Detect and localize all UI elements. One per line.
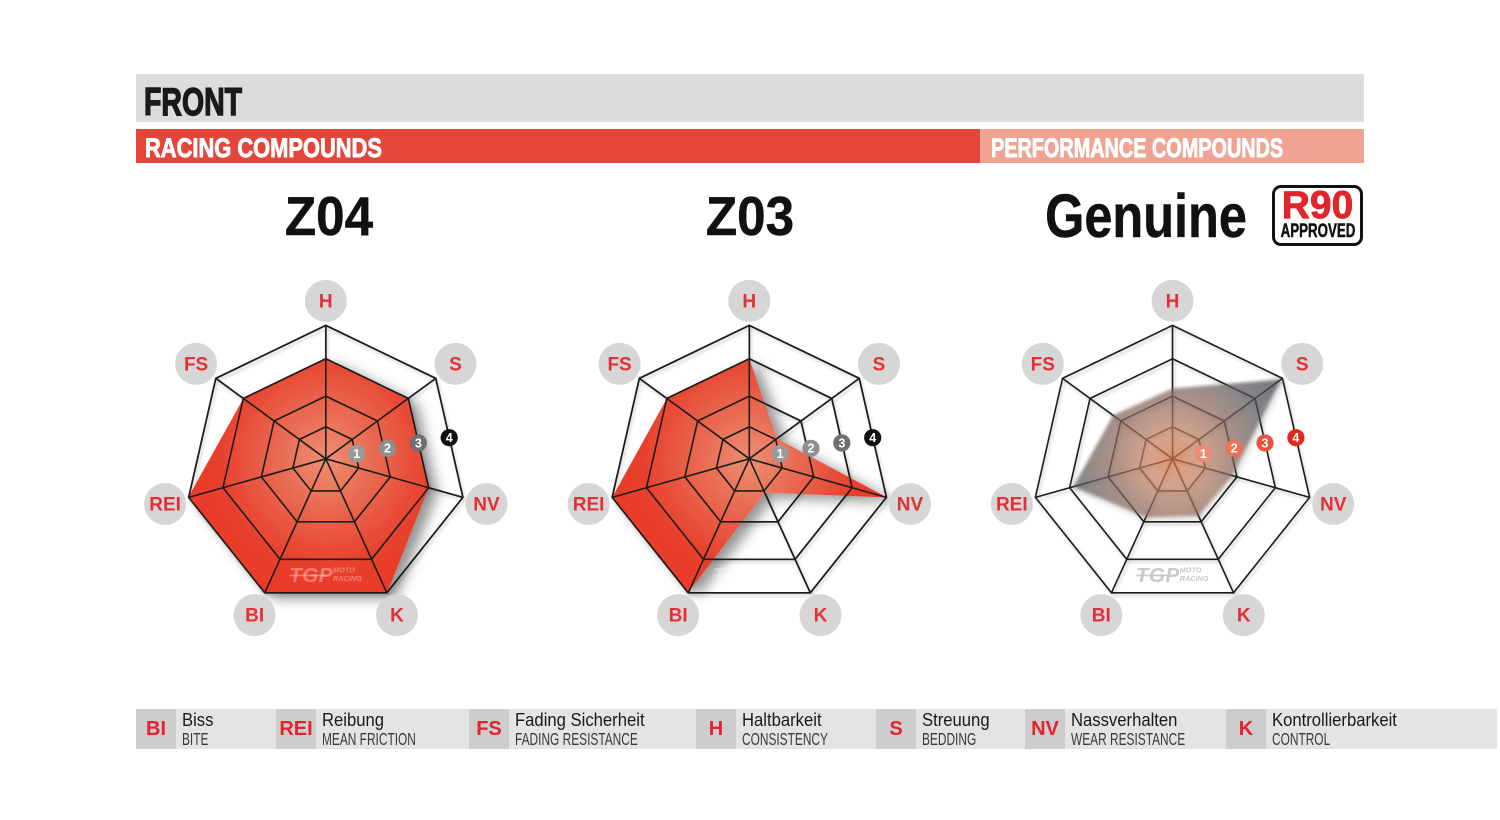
svg-text:S: S — [873, 355, 886, 376]
svg-text:BI: BI — [245, 606, 264, 627]
svg-text:H: H — [742, 292, 756, 313]
svg-text:REI: REI — [573, 495, 605, 516]
svg-text:K: K — [1237, 606, 1251, 627]
svg-text:FS: FS — [607, 355, 631, 376]
svg-text:BI: BI — [1092, 606, 1111, 627]
svg-text:FS: FS — [1031, 355, 1055, 376]
svg-text:REI: REI — [149, 495, 181, 516]
svg-text:H: H — [319, 292, 333, 313]
svg-text:NV: NV — [473, 495, 500, 516]
svg-text:TGP: TGP — [289, 564, 333, 587]
svg-text:2: 2 — [808, 442, 815, 456]
svg-text:RACING: RACING — [333, 574, 362, 583]
svg-text:1: 1 — [777, 447, 784, 461]
svg-text:4: 4 — [869, 431, 876, 445]
svg-text:4: 4 — [446, 431, 453, 445]
svg-text:S: S — [1296, 355, 1309, 376]
svg-text:H: H — [1166, 292, 1180, 313]
svg-text:RACING: RACING — [757, 574, 786, 583]
svg-text:3: 3 — [1262, 436, 1269, 450]
svg-text:MOTO: MOTO — [1180, 566, 1202, 575]
svg-text:MOTO: MOTO — [333, 566, 355, 575]
svg-text:RACING: RACING — [1180, 574, 1209, 583]
svg-text:K: K — [390, 606, 404, 627]
svg-text:S: S — [449, 355, 462, 376]
svg-text:FS: FS — [184, 355, 208, 376]
svg-text:MOTO: MOTO — [757, 566, 779, 575]
svg-text:NV: NV — [897, 495, 924, 516]
svg-text:1: 1 — [1200, 447, 1207, 461]
svg-text:3: 3 — [838, 436, 845, 450]
svg-text:NV: NV — [1320, 495, 1347, 516]
svg-text:1: 1 — [353, 447, 360, 461]
svg-text:REI: REI — [996, 495, 1028, 516]
svg-text:2: 2 — [1231, 442, 1238, 456]
svg-text:2: 2 — [384, 442, 391, 456]
svg-text:TGP: TGP — [713, 564, 757, 587]
svg-text:BI: BI — [669, 606, 688, 627]
svg-text:K: K — [814, 606, 828, 627]
svg-text:3: 3 — [415, 436, 422, 450]
svg-text:4: 4 — [1292, 431, 1299, 445]
